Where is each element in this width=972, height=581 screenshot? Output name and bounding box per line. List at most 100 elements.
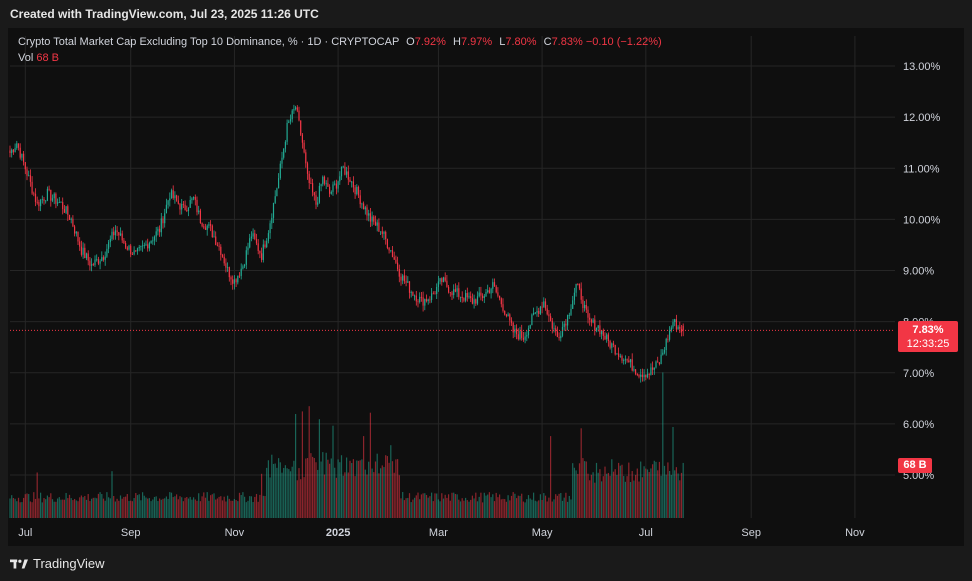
volume-bar xyxy=(96,498,98,518)
volume-bar xyxy=(363,436,365,518)
tradingview-brand[interactable]: TradingView xyxy=(10,556,105,571)
volume-bar xyxy=(318,419,320,518)
volume-bar xyxy=(456,494,458,518)
volume-bar xyxy=(255,493,258,518)
candle-body xyxy=(521,330,523,338)
candle-body xyxy=(45,200,47,202)
volume-bar xyxy=(551,501,553,518)
volume-bar xyxy=(645,468,647,518)
candlestick-chart[interactable]: 13.00%12.00%11.00%10.00%9.00%8.00%7.00%6… xyxy=(8,28,964,546)
candle-body xyxy=(16,143,18,149)
candle-body xyxy=(179,203,181,210)
volume-bar xyxy=(79,497,81,518)
candle-body xyxy=(140,245,142,247)
volume-bar xyxy=(567,501,569,518)
volume-bar xyxy=(425,494,428,518)
candle-body xyxy=(374,221,377,226)
volume-bar xyxy=(233,498,235,518)
volume-bar xyxy=(334,467,336,518)
volume-bar xyxy=(679,480,681,518)
volume-bar xyxy=(305,458,307,518)
candle-body xyxy=(645,374,647,378)
candle-body xyxy=(255,239,258,244)
candle-body xyxy=(58,202,60,203)
volume-bar xyxy=(279,462,281,518)
volume-bar xyxy=(189,496,191,518)
chart-panel[interactable]: 13.00%12.00%11.00%10.00%9.00%8.00%7.00%6… xyxy=(8,28,964,546)
volume-bar xyxy=(373,472,375,518)
volume-bar xyxy=(142,492,144,518)
candle-body xyxy=(658,362,660,365)
candle-body xyxy=(271,217,273,224)
volume-bar xyxy=(531,499,533,518)
volume-bar xyxy=(675,467,677,518)
candle-body xyxy=(626,359,628,361)
candle-body xyxy=(24,162,26,170)
candle-body xyxy=(329,186,331,194)
candle-body xyxy=(266,240,268,248)
legend-open-label: O xyxy=(406,36,415,48)
volume-bar xyxy=(327,459,329,518)
candle-body xyxy=(264,244,266,248)
candle-body xyxy=(458,288,460,297)
candle-body xyxy=(111,231,113,239)
candle-body xyxy=(123,240,125,244)
volume-bar xyxy=(63,499,65,518)
candle-body xyxy=(320,184,322,186)
candle-body xyxy=(624,359,626,361)
candle-body xyxy=(295,107,297,109)
volume-bar xyxy=(568,495,570,518)
volume-bar xyxy=(364,469,366,518)
candle-body xyxy=(169,198,171,201)
volume-bar xyxy=(521,493,523,518)
candle-body xyxy=(167,200,169,205)
candle-body xyxy=(276,188,278,197)
candle-body xyxy=(65,206,67,213)
candle-body xyxy=(152,240,154,242)
candle-body xyxy=(281,157,283,164)
volume-bar xyxy=(104,500,106,518)
candle-body xyxy=(94,259,96,266)
volume-bar xyxy=(220,496,222,518)
candle-body xyxy=(174,195,176,199)
volume-bar xyxy=(174,496,176,518)
candle-body xyxy=(640,374,642,377)
candle-body xyxy=(527,328,530,336)
volume-bar xyxy=(43,498,45,518)
volume-bar xyxy=(26,493,28,518)
candle-body xyxy=(371,216,373,222)
candle-body xyxy=(142,245,144,247)
volume-bar xyxy=(23,497,25,518)
volume-bar xyxy=(159,498,161,518)
candle-body xyxy=(225,263,227,268)
candle-body xyxy=(575,283,577,293)
candle-body xyxy=(621,355,623,361)
volume-bar xyxy=(349,460,351,518)
candle-body xyxy=(650,367,652,375)
volume-bar xyxy=(655,461,657,518)
volume-bar xyxy=(448,494,450,518)
volume-bar xyxy=(522,501,524,518)
candle-body xyxy=(349,179,351,182)
candle-body xyxy=(417,301,419,303)
volume-bar xyxy=(118,500,120,518)
candle-body xyxy=(522,337,524,340)
volume-bar xyxy=(658,461,660,518)
volume-bar xyxy=(385,455,387,518)
volume-bar xyxy=(41,502,43,518)
volume-bar xyxy=(135,492,137,518)
volume-bar xyxy=(512,492,514,518)
volume-legend-value: 68 B xyxy=(36,52,59,64)
candle-body xyxy=(208,224,210,226)
candle-body xyxy=(541,306,543,308)
footer-bar xyxy=(0,546,972,581)
created-with-banner: Created with TradingView.com, Jul 23, 20… xyxy=(0,0,972,28)
volume-bar xyxy=(67,498,69,518)
volume-bar xyxy=(429,496,431,518)
candle-body xyxy=(300,120,302,135)
volume-bar xyxy=(274,463,276,518)
y-axis-tick-label: 9.00% xyxy=(903,266,934,278)
candle-body xyxy=(344,166,346,175)
candle-body xyxy=(539,306,541,314)
volume-bar xyxy=(315,462,317,518)
